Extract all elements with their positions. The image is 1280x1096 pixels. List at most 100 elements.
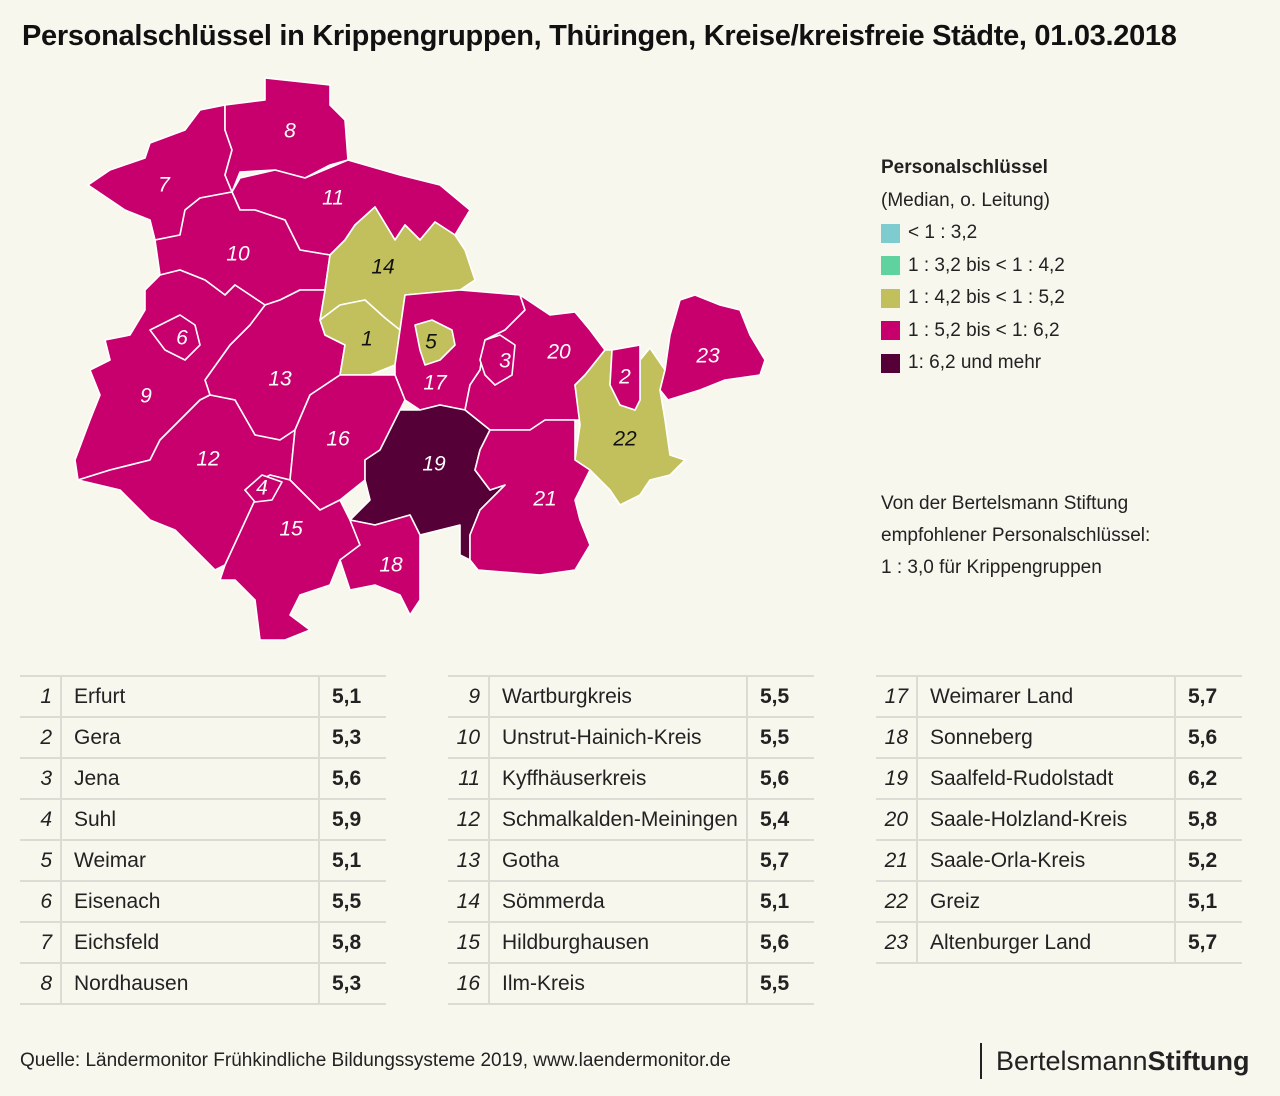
region-value: 5,8 [1188,807,1218,831]
table-row: 13 Gotha 5,7 [448,841,814,882]
table-row: 5 Weimar 5,1 [20,841,386,882]
region-value: 5,8 [332,930,362,954]
table-row: 3 Jena 5,6 [20,759,386,800]
brand-part2: Stiftung [1147,1046,1250,1076]
legend-subtitle: (Median, o. Leitung) [881,189,1050,211]
region-name: Erfurt [62,677,320,716]
region-name: Suhl [62,800,320,839]
region-name: Ilm-Kreis [490,964,748,1003]
table-row: 20 Saale-Holzland-Kreis 5,8 [876,800,1242,841]
region-number: 20 [876,800,918,839]
legend-label: 1: 6,2 und mehr [908,352,1042,373]
region-label: 17 [423,372,448,395]
table-row: 2 Gera 5,3 [20,718,386,759]
region-value: 5,4 [760,807,790,831]
region-value: 5,6 [760,930,790,954]
table-row: 4 Suhl 5,9 [20,800,386,841]
region-weimar [414,319,456,366]
legend-item: 1 : 3,2 bis < 1 : 4,2 [881,250,1065,283]
legend-label: < 1 : 3,2 [908,222,978,243]
region-number: 14 [448,882,490,921]
legend: Personalschlüssel (Median, o. Leitung) <… [881,152,1065,380]
region-label: 10 [226,243,250,266]
region-value: 5,3 [332,971,362,995]
region-number: 6 [20,882,62,921]
table-row: 7 Eichsfeld 5,8 [20,923,386,964]
table-row: 16 Ilm-Kreis 5,5 [448,964,814,1005]
region-number: 22 [876,882,918,921]
region-value: 5,5 [760,725,790,749]
region-name: Gera [62,718,320,757]
region-value: 5,1 [1188,889,1218,913]
table-row: 22 Greiz 5,1 [876,882,1242,923]
legend-swatch [881,321,900,341]
region-value: 5,1 [332,848,362,872]
table-row: 9 Wartburgkreis 5,5 [448,677,814,718]
page-title: Personalschlüssel in Krippengruppen, Thü… [22,20,1177,52]
region-name: Greiz [918,882,1176,921]
table-row: 11 Kyffhäuserkreis 5,6 [448,759,814,800]
region-table-2: 9 Wartburgkreis 5,5 10 Unstrut-Hainich-Kreis… [448,675,814,1005]
region-name: Hildburghausen [490,923,748,962]
bertelsmann-logo: BertelsmannStiftung [980,1043,1250,1079]
table-row: 17 Weimarer Land 5,7 [876,677,1242,718]
table-row: 14 Sömmerda 5,1 [448,882,814,923]
legend-swatch [881,223,900,243]
legend-item: 1 : 5,2 bis < 1: 6,2 [881,315,1065,348]
region-name: Unstrut-Hainich-Kreis [490,718,748,757]
region-label: 14 [371,256,394,279]
region-value: 5,9 [332,807,362,831]
region-saale-orla-kreis [469,419,591,576]
region-label: 20 [546,341,571,364]
region-saalfeld-rudolstadt [349,404,506,561]
region-number: 2 [20,718,62,757]
table-row: 10 Unstrut-Hainich-Kreis 5,5 [448,718,814,759]
legend-item: 1 : 4,2 bis < 1 : 5,2 [881,282,1065,315]
region-number: 7 [20,923,62,962]
region-value: 5,7 [760,848,790,872]
region-number: 13 [448,841,490,880]
table-row: 18 Sonneberg 5,6 [876,718,1242,759]
legend-swatch [881,353,900,373]
region-hildburghausen [219,474,361,641]
region-label: 6 [176,327,188,350]
region-label: 3 [499,350,511,373]
table-row: 12 Schmalkalden-Meiningen 5,4 [448,800,814,841]
region-value: 5,2 [1188,848,1218,872]
region-name: Saale-Orla-Kreis [918,841,1176,880]
region-value: 5,7 [1188,684,1218,708]
brand-part1: Bertelsmann [996,1046,1148,1076]
region-label: 18 [379,554,403,577]
region-label: 16 [326,428,350,451]
region-value: 5,1 [760,889,790,913]
region-altenburger-land [659,294,766,401]
region-number: 3 [20,759,62,798]
region-name: Eichsfeld [62,923,320,962]
region-number: 11 [448,759,490,798]
region-name: Schmalkalden-Meiningen [490,800,748,839]
region-name: Gotha [490,841,748,880]
region-label: 19 [422,453,446,476]
region-name: Weimar [62,841,320,880]
region-name: Saalfeld-Rudolstadt [918,759,1176,798]
region-number: 16 [448,964,490,1003]
region-label: 8 [284,120,296,143]
legend-title: Personalschlüssel [881,157,1048,178]
region-number: 17 [876,677,918,716]
region-name: Sonneberg [918,718,1176,757]
table-row: 19 Saalfeld-Rudolstadt 6,2 [876,759,1242,800]
region-number: 4 [20,800,62,839]
region-name: Altenburger Land [918,923,1176,962]
region-value: 5,6 [760,766,790,790]
region-value: 5,5 [760,971,790,995]
legend-swatch [881,256,900,276]
region-value: 5,1 [332,684,362,708]
region-value: 5,6 [332,766,362,790]
region-number: 21 [876,841,918,880]
region-name: Jena [62,759,320,798]
legend-label: 1 : 5,2 bis < 1: 6,2 [908,319,1060,341]
region-label: 15 [279,518,303,541]
region-jena [479,334,516,386]
